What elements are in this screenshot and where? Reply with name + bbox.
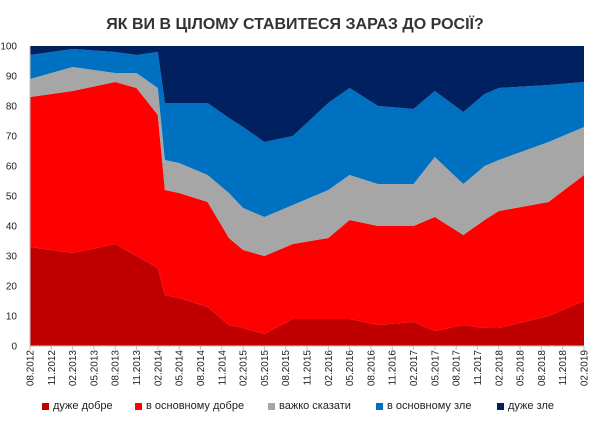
y-tick-label: 100	[0, 42, 17, 53]
legend-item: в основному зле	[376, 398, 471, 414]
legend-label: в основному добре	[146, 400, 245, 412]
x-tick-label: 08.2013	[111, 350, 122, 387]
x-tick-label: 11.2018	[558, 350, 569, 386]
x-tick-label: 05.2016	[345, 350, 356, 387]
legend-item: дуже добре	[42, 398, 113, 414]
x-tick-label: 02.2016	[324, 350, 335, 387]
x-axis-ticks: 08.2012 11.2012 02.2013 05.2013 08.2013 11.20…	[26, 346, 590, 386]
x-tick-label: 11.2012	[47, 350, 58, 386]
x-tick-label: 05.2013	[89, 350, 100, 387]
legend-label: дуже зле	[508, 400, 555, 412]
legend-swatch	[42, 402, 49, 410]
y-tick-label: 50	[6, 192, 18, 203]
x-tick-label: 08.2014	[196, 350, 207, 387]
chart-title: ЯК ВИ В ЦІЛОМУ СТАВИТЕСЯ ЗАРАЗ ДО РОСІЇ?	[106, 16, 484, 33]
x-tick-label: 02.2018	[494, 350, 505, 387]
x-tick-label: 02.2014	[153, 350, 164, 387]
y-tick-label: 90	[6, 72, 18, 83]
legend-item: дуже зле	[497, 398, 554, 414]
y-tick-label: 80	[6, 102, 18, 113]
y-tick-label: 40	[6, 222, 18, 233]
x-tick-label: 05.2014	[175, 350, 186, 387]
x-tick-label: 02.2017	[409, 350, 420, 387]
legend-item: в основному добре	[135, 398, 244, 414]
y-axis-ticks: 0 10 20 30 40 50 60 70 80 90 100	[0, 42, 17, 353]
y-tick-label: 20	[6, 282, 18, 293]
area-2	[30, 67, 584, 256]
area-0	[30, 244, 584, 346]
x-tick-label: 08.2018	[537, 350, 548, 387]
area-4	[30, 46, 584, 142]
x-tick-label: 11.2015	[303, 350, 314, 386]
legend-item: важко сказати	[268, 398, 351, 414]
legend-swatch	[135, 402, 142, 410]
legend-label: дуже добре	[53, 400, 113, 412]
area-1	[30, 82, 584, 334]
x-tick-label: 11.2017	[473, 350, 484, 386]
x-tick-label: 11.2016	[388, 350, 399, 386]
x-tick-label: 05.2015	[260, 350, 271, 387]
area-3	[30, 49, 584, 217]
y-tick-label: 60	[6, 162, 18, 173]
x-tick-label: 11.2013	[132, 350, 143, 386]
legend-label: важко сказати	[279, 400, 351, 412]
x-tick-label: 11.2014	[217, 350, 228, 386]
legend-swatch	[268, 402, 275, 410]
x-tick-label: 08.2015	[281, 350, 292, 387]
legend-swatch	[497, 402, 504, 410]
y-tick-label: 10	[6, 312, 18, 323]
legend-swatch	[376, 402, 383, 410]
x-tick-label: 02.2015	[239, 350, 250, 387]
x-tick-label: 02.2013	[68, 350, 79, 387]
x-tick-label: 08.2012	[26, 350, 37, 387]
legend-label: в основному зле	[387, 400, 472, 412]
y-tick-label: 70	[6, 132, 18, 143]
y-tick-label: 0	[11, 342, 17, 353]
legend: дуже добре в основному добре важко сказати…	[0, 398, 590, 414]
x-tick-label: 05.2017	[430, 350, 441, 387]
x-tick-label: 02.2019	[580, 350, 590, 387]
x-tick-label: 08.2017	[452, 350, 463, 387]
x-tick-label: 08.2016	[366, 350, 377, 387]
area-layers	[30, 46, 584, 346]
x-tick-label: 05.2018	[516, 350, 527, 387]
y-tick-label: 30	[6, 252, 18, 263]
